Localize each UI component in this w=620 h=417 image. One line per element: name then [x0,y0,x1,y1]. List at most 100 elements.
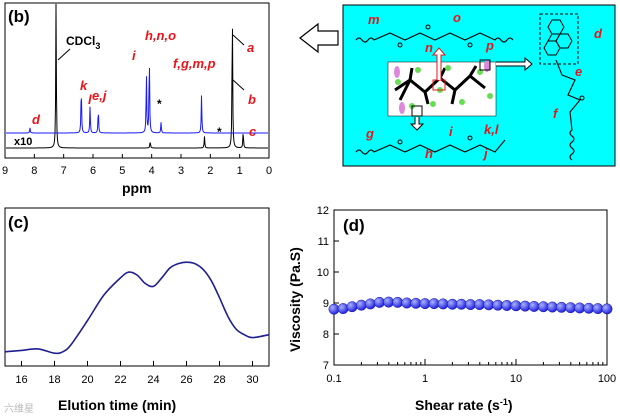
viscosity-x-label: Shear rate (s-1) [415,397,513,413]
inset-scale-label: x10 [14,136,32,148]
nmr-tick-label: 1 [237,165,243,177]
nmr-spectrum-blue [6,67,268,134]
gpc-panel: (c) 16 18 20 22 24 26 28 30 Elution time (min) [4,207,270,413]
viscosity-point [328,303,340,315]
gpc-tick-label: 16 [15,374,27,386]
viscosity-point [510,300,522,312]
viscosity-point [528,300,540,312]
viscosity-x-tick-label: 100 [598,373,616,385]
viscosity-point [364,298,376,310]
nmr-tick-label: 2 [207,165,213,177]
nmr-peak-label: k [80,78,88,93]
scheme-labels: m o n p d e f g i k,l h j [365,10,603,161]
viscosity-point [374,296,385,308]
nmr-tick-label: 3 [178,165,184,177]
nmr-x-label: ppm [122,180,152,196]
nmr-tick-label: 8 [31,165,37,177]
link-arrow [299,22,339,54]
viscosity-y-tick-label: 8 [323,329,329,341]
nmr-frame [4,2,270,159]
scheme-letter: o [453,10,461,25]
viscosity-point [483,299,495,311]
panel-label-d: (d) [343,216,365,235]
gpc-trace [4,261,270,355]
scheme-letter: e [575,64,582,79]
nmr-peak-label: e,j [92,88,107,103]
viscosity-point [419,298,431,310]
scheme-letter: n [425,40,433,55]
viscosity-point [355,299,367,311]
scheme-letter: m [368,12,380,27]
nmr-tick-label: 7 [61,165,67,177]
watermark: 六维星 [4,402,34,415]
nmr-peak-label: d [32,112,41,127]
nmr-tick-label: 4 [149,165,155,177]
nmr-peak-label: b [248,92,256,107]
gpc-tick-label: 28 [213,374,225,386]
nmr-spectrum-black [6,3,268,149]
nmr-peak-label: * [217,125,222,139]
nmr-tick-label: 9 [2,165,8,177]
viscosity-y-tick-label: 7 [323,360,329,372]
viscosity-point [337,303,349,315]
viscosity-point [601,303,613,315]
solvent-pointer [57,48,71,61]
viscosity-panel: (d) 7 8 9 10 11 12 0.1 1 10 100 Shear rate (s-1)… [287,205,616,413]
viscosity-y-tick-label: 9 [323,298,329,310]
viscosity-y-label: Viscosity (Pa.S) [287,247,303,352]
nmr-peak-label: l [88,92,92,107]
gpc-tick-label: 26 [180,374,192,386]
nmr-tick-label: 6 [90,165,96,177]
viscosity-point [392,296,404,308]
viscosity-points [328,296,613,315]
viscosity-y-tick-label: 11 [318,236,329,248]
nmr-tick-label: 5 [119,165,125,177]
scheme-letter: p [485,38,494,53]
gpc-tick-label: 24 [147,374,159,386]
scheme-letter: g [365,126,374,141]
scheme-letter: h [425,146,433,161]
nmr-x-axis: 9 8 7 6 5 4 3 2 1 0 [2,154,272,177]
viscosity-point [410,297,422,309]
viscosity-point [592,303,604,315]
viscosity-point [574,302,586,314]
solvent-label: CDCl3 [66,34,100,51]
gpc-x-axis: 16 18 20 22 24 26 28 30 [15,361,259,386]
gpc-tick-label: 30 [246,374,258,386]
viscosity-point [565,302,577,314]
gpc-tick-label: 20 [81,374,93,386]
viscosity-point [556,301,567,313]
scheme-letter: k,l [484,122,499,137]
scheme-letter: d [594,26,603,41]
viscosity-point [383,296,395,308]
gpc-frame [4,207,270,367]
viscosity-y-tick-label: 10 [317,267,329,279]
panel-label-c: (c) [8,213,29,232]
viscosity-point [501,300,513,311]
gpc-tick-label: 18 [48,374,60,386]
viscosity-point [465,299,476,310]
nmr-peak-label: a [247,40,254,55]
scheme-letter: j [482,146,488,161]
viscosity-y-axis: 7 8 9 10 11 12 [317,205,339,372]
viscosity-point [437,298,449,310]
viscosity-y-tick-label: 12 [317,205,329,217]
nmr-peak-label: h,n,o [145,28,176,43]
nmr-panel: (b) 9 8 7 6 5 4 3 2 1 0 ppm CDCl3 x10 d kl e,j i h,n,… [2,2,272,196]
scheme-letter: i [449,124,453,139]
viscosity-frame [333,209,608,366]
viscosity-point [474,299,486,310]
viscosity-x-tick-label: 0.1 [326,373,341,385]
viscosity-x-axis: 0.1 1 10 100 [326,359,616,385]
gpc-tick-label: 22 [114,374,126,386]
nmr-peak-label: f,g,m,p [173,56,216,71]
scheme-letter: f [553,106,559,121]
panel-label-b: (b) [8,7,30,26]
viscosity-x-tick-label: 1 [422,373,428,385]
nmr-peak-label: * [157,97,162,111]
nmr-peak-label: i [132,48,136,63]
peak-a-pointer [232,34,245,46]
peak-b-pointer [232,79,245,91]
nmr-tick-label: 0 [266,165,272,177]
viscosity-point [546,301,558,313]
